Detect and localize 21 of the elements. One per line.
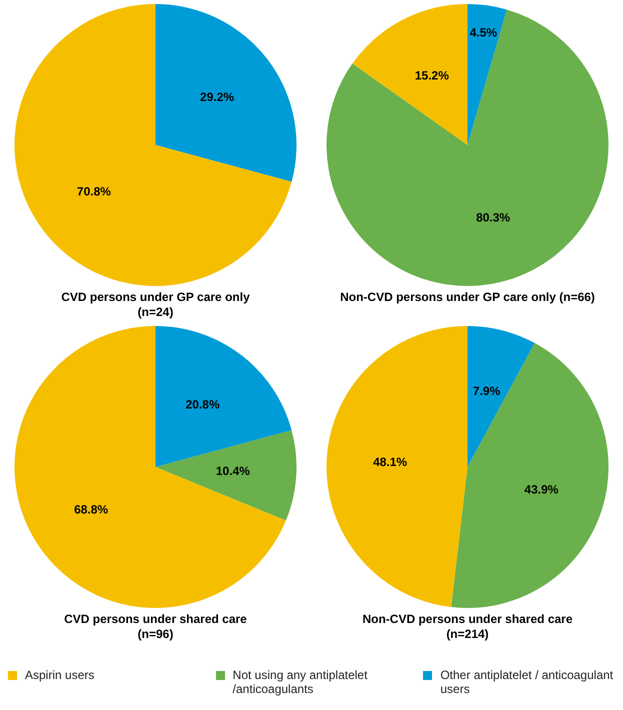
data-label: 48.1% bbox=[373, 454, 408, 469]
text: (n=96) bbox=[136, 627, 174, 642]
text: (n=24) bbox=[136, 305, 174, 320]
data-label: 29.2% bbox=[200, 90, 234, 104]
data-label: 43.9% bbox=[524, 482, 559, 497]
legend-label: Aspirin users bbox=[25, 668, 94, 682]
text: Non-CVD persons under shared care bbox=[361, 612, 574, 627]
text: Non-CVD persons under GP care only (n=66) bbox=[339, 290, 596, 305]
data-label: 4.5% bbox=[470, 26, 498, 40]
data-label: 70.8% bbox=[76, 184, 112, 198]
data-label: 7.9% bbox=[472, 384, 501, 398]
legend-label: Other antiplatelet / anticoagulant users bbox=[440, 668, 614, 696]
data-label: 15.2% bbox=[414, 68, 450, 82]
data-label: 80.3% bbox=[476, 210, 510, 225]
data-label: 20.8% bbox=[186, 398, 220, 412]
text: (n=214) bbox=[445, 627, 490, 642]
data-label: 10.4% bbox=[216, 464, 250, 478]
legend-label: Not using any antiplatelet /anticoagulants bbox=[232, 668, 368, 696]
text: CVD persons under GP care only bbox=[60, 290, 251, 305]
data-label: 68.8% bbox=[74, 502, 108, 516]
text: CVD persons under shared care bbox=[63, 612, 248, 627]
